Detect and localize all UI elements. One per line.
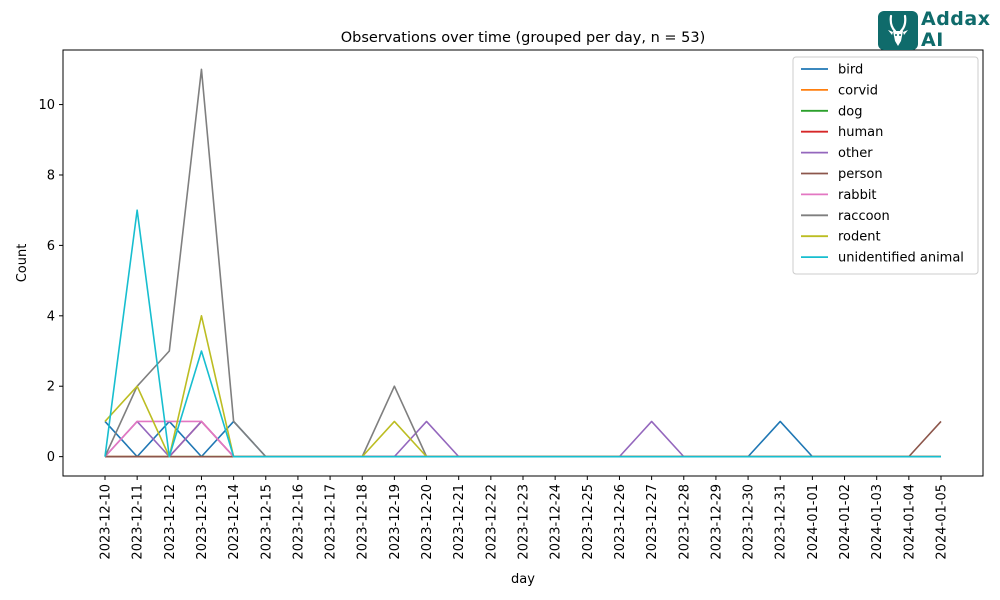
series-line-unidentified-animal <box>104 209 941 458</box>
legend-label: dog <box>838 104 862 119</box>
x-tick-label: 2024-01-04 <box>902 484 917 560</box>
x-tick-label: 2023-12-26 <box>613 484 628 560</box>
legend-label: unidentified animal <box>838 251 964 266</box>
legend: bird corvid dog human other person rabbit racco… <box>792 56 979 275</box>
x-tick-label: 2024-01-02 <box>838 484 853 560</box>
x-tick-label: 2023-12-31 <box>774 484 789 560</box>
x-tick-label: 2023-12-13 <box>195 484 210 560</box>
x-tick-label: 2023-12-14 <box>227 484 242 560</box>
x-tick-label: 2024-01-03 <box>870 484 885 560</box>
y-axis-label: Count <box>15 244 30 283</box>
x-tick-label: 2023-12-18 <box>356 484 371 560</box>
y-tick-label: 4 <box>47 309 55 324</box>
x-tick-label: 2023-12-20 <box>420 484 435 560</box>
x-tick-label: 2023-12-28 <box>677 484 692 560</box>
x-axis-label: day <box>511 572 535 587</box>
legend-label: person <box>838 167 883 182</box>
x-tick-label: 2023-12-16 <box>291 484 306 560</box>
x-tick-label: 2023-12-24 <box>549 484 564 560</box>
legend-label: corvid <box>838 83 878 98</box>
x-tick-label: 2023-12-22 <box>484 484 499 560</box>
logo-text-ai: AI <box>921 29 944 51</box>
x-tick-label: 2023-12-23 <box>517 484 532 560</box>
x-tick-label: 2023-12-30 <box>742 484 757 560</box>
x-tick-label: 2023-12-17 <box>324 484 339 560</box>
legend-box <box>792 56 979 275</box>
x-tick-label: 2023-12-15 <box>259 484 274 560</box>
y-tick-label: 0 <box>47 450 55 465</box>
legend-label: raccoon <box>838 209 890 224</box>
antelope-head-icon <box>878 11 918 50</box>
x-tick-label: 2023-12-25 <box>581 484 596 560</box>
legend-label: other <box>838 146 873 161</box>
x-tick-label: 2023-12-11 <box>131 484 146 560</box>
x-tick-label: 2023-12-10 <box>99 484 114 560</box>
y-tick-label: 6 <box>47 239 55 254</box>
logo-text-addax: Addax <box>921 8 991 30</box>
legend-label: rabbit <box>838 188 877 203</box>
y-tick-label: 8 <box>47 168 55 183</box>
x-tick-label: 2023-12-27 <box>645 484 660 560</box>
y-tick-label: 10 <box>38 98 55 113</box>
plot-area: 0 2 4 6 8 10 2023-12-10 2023-12-11 2023-12-12 202… <box>38 49 984 560</box>
x-tick-label: 2023-12-12 <box>163 484 178 560</box>
y-tick-label: 2 <box>47 380 55 395</box>
x-tick-label: 2023-12-29 <box>709 484 724 560</box>
x-tick-label: 2023-12-21 <box>452 484 467 560</box>
legend-label: human <box>838 125 883 140</box>
chart-title: Observations over time (grouped per day,… <box>341 30 706 46</box>
x-tick-label: 2023-12-19 <box>388 484 403 560</box>
addax-ai-logo: Addax AI <box>878 8 993 52</box>
x-tick-label: 2024-01-01 <box>806 484 821 560</box>
legend-label: bird <box>838 63 863 78</box>
legend-label: rodent <box>838 230 881 245</box>
x-tick-label: 2024-01-05 <box>935 484 950 560</box>
